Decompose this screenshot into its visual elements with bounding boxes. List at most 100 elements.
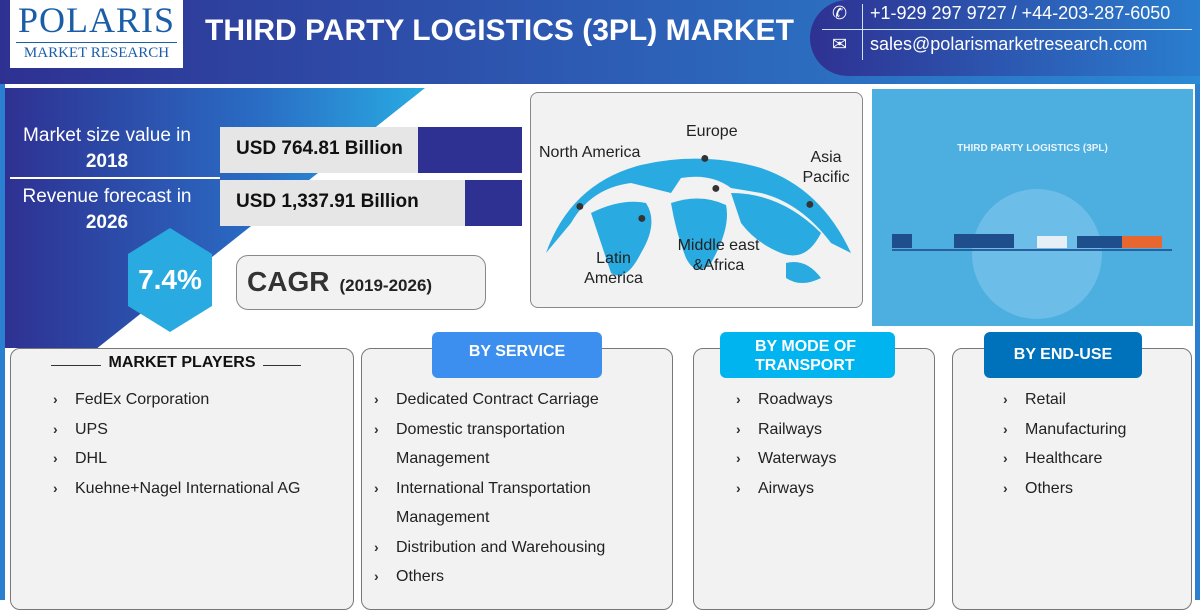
chevron-right-icon: › (374, 568, 379, 584)
chevron-right-icon: › (1003, 391, 1008, 407)
chevron-right-icon: › (1003, 450, 1008, 466)
item-text: Roadways (758, 391, 833, 408)
vehicles-graphic (892, 234, 1172, 248)
list-item: › FedEx Corporation (51, 385, 301, 415)
divider (862, 4, 863, 60)
mode-list: › Roadways › Railways › Waterways › Airways (734, 385, 837, 503)
chevron-right-icon: › (736, 391, 741, 407)
chevron-right-icon: › (736, 479, 741, 496)
list-item: › Distribution and Warehousing (372, 533, 605, 563)
list-item: › Dedicated Contract Carriage (372, 385, 605, 415)
market-size-label: Market size value in 2018 (12, 123, 202, 175)
chevron-right-icon: › (374, 420, 379, 437)
list-item: › Healthcare (1001, 444, 1126, 474)
item-text: Dedicated Contract Carriage (396, 391, 599, 408)
item-text: Management (396, 509, 490, 526)
item-text: Distribution and Warehousing (396, 538, 606, 556)
label-year: 2026 (85, 212, 129, 233)
item-text: Airways (758, 479, 815, 497)
chevron-right-icon: › (1003, 479, 1008, 496)
map-pin-icon: ● (805, 196, 815, 213)
page-title: THIRD PARTY LOGISTICS (3PL) MARKET (205, 14, 794, 47)
chevron-right-icon: › (736, 420, 741, 437)
list-item: › Airways (734, 474, 837, 504)
forecast-label: Revenue forecast in 2026 (12, 184, 202, 236)
cagr-label: CAGR (247, 266, 330, 297)
item-text: International Transportation (396, 479, 591, 497)
value-bar (465, 180, 522, 226)
chevron-right-icon: › (53, 391, 58, 407)
chevron-right-icon: › (374, 479, 379, 496)
list-item: › Retail (1001, 385, 1126, 415)
left-border (0, 84, 5, 600)
item-text: Waterways (758, 450, 837, 467)
phone-icon: ✆ (832, 3, 848, 23)
cagr-box: CAGR (2019-2026) (236, 255, 486, 310)
end-use-list: › Retail › Manufacturing › Healthcare › Othe… (1001, 385, 1126, 503)
list-item: › Railways (734, 415, 837, 445)
market-players-list: › FedEx Corporation › UPS › DHL › Kuehne+Nag… (51, 385, 301, 503)
chevron-right-icon: › (53, 420, 58, 437)
list-item: › DHL (51, 444, 301, 474)
list-item-continued: Management (372, 503, 605, 533)
heading-wrap: MARKET PLAYERS (11, 354, 353, 372)
tag-line: TRANSPORT (755, 357, 855, 374)
market-players-card: MARKET PLAYERS › FedEx Corporation › UPS ›… (10, 348, 354, 610)
world-map: North America Europe Asia Pacific Latin … (530, 92, 863, 308)
by-end-use-tag: BY END-USE (984, 332, 1142, 378)
item-text: Railways (758, 420, 823, 438)
list-item: › Others (1001, 474, 1126, 504)
item-text: Manufacturing (1025, 420, 1127, 438)
label-text: Market size value in (23, 125, 191, 146)
by-service-card: › Dedicated Contract Carriage › Domestic t… (361, 348, 673, 610)
value-bar (418, 127, 522, 173)
ground-line (892, 249, 1172, 251)
label-year: 2018 (85, 151, 129, 172)
market-players-title: MARKET PLAYERS (100, 354, 264, 371)
region-asia-pacific: Asia Pacific (802, 149, 850, 186)
by-end-use-card: › Retail › Manufacturing › Healthcare › Othe… (952, 348, 1192, 610)
item-text: Kuehne+Nagel International AG (75, 479, 301, 497)
right-border (1195, 84, 1200, 600)
divider (822, 29, 1192, 30)
list-item: › UPS (51, 415, 301, 445)
item-text: Others (1025, 479, 1074, 497)
list-item: › International Transportation (372, 474, 605, 504)
service-list: › Dedicated Contract Carriage › Domestic t… (372, 385, 605, 592)
map-pin-icon: ● (637, 210, 647, 227)
chevron-right-icon: › (374, 391, 379, 407)
cagr-period: (2019-2026) (339, 276, 433, 295)
market-size-value: USD 764.81 Billion (220, 127, 418, 173)
chevron-right-icon: › (374, 538, 379, 555)
item-text: Domestic transportation (396, 420, 565, 438)
chevron-right-icon: › (53, 450, 58, 466)
chevron-right-icon: › (1003, 420, 1008, 437)
item-text: DHL (75, 450, 108, 467)
chevron-right-icon: › (53, 479, 58, 496)
globe-graphic (972, 189, 1102, 319)
contact-panel: ✆ +1-929 297 9727 / +44-203-287-6050 ✉ s… (810, 0, 1200, 76)
region-middle-east-africa: Middle east &Africa (677, 237, 760, 274)
list-item: › Roadways (734, 385, 837, 415)
label-text: Revenue forecast in (22, 186, 192, 207)
item-text: UPS (75, 420, 108, 438)
logistics-illustration: THIRD PARTY LOGISTICS (3PL) (872, 89, 1193, 326)
list-item: › Others (372, 562, 605, 592)
item-text: FedEx Corporation (75, 391, 210, 408)
email-link[interactable]: sales@polarismarketresearch.com (870, 34, 1148, 54)
list-item: › Kuehne+Nagel International AG (51, 474, 301, 504)
region-europe: Europe (686, 123, 738, 140)
envelope-icon: ✉ (832, 34, 848, 54)
tag-line: BY MODE OF (755, 338, 857, 355)
region-north-america: North America (539, 144, 641, 161)
globe-map-graphic (546, 158, 851, 283)
list-item: › Waterways (734, 444, 837, 474)
polaris-logo[interactable]: POLARIS MARKET RESEARCH (10, 0, 183, 68)
item-text: Healthcare (1025, 450, 1103, 467)
item-text: Management (396, 450, 490, 467)
by-mode-tag: BY MODE OF TRANSPORT (720, 332, 895, 378)
illustration-title: THIRD PARTY LOGISTICS (3PL) (957, 143, 1108, 154)
forecast-value: USD 1,337.91 Billion (220, 180, 465, 226)
by-service-tag: BY SERVICE (432, 332, 602, 378)
phone-numbers[interactable]: +1-929 297 9727 / +44-203-287-6050 (870, 3, 1171, 23)
